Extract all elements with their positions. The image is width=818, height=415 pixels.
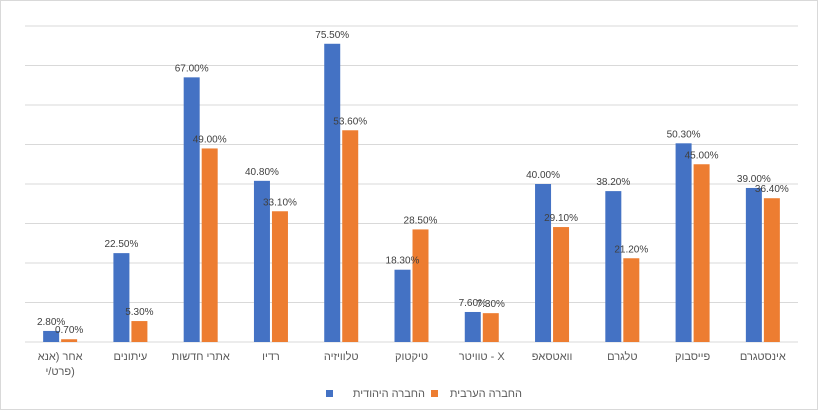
data-label: 21.20% <box>614 244 648 255</box>
bar-arab-9 <box>131 321 148 342</box>
bar-jewish-7 <box>253 180 270 342</box>
legend-label: החברה היהודית <box>353 388 425 400</box>
bar-jewish-10 <box>43 330 60 342</box>
bar-arab-4 <box>482 313 499 342</box>
bar-jewish-8 <box>183 77 200 342</box>
bar-arab-0 <box>763 198 780 342</box>
data-label: 39.00% <box>737 174 771 185</box>
data-label: 49.00% <box>193 134 227 145</box>
bars <box>43 43 780 343</box>
legend-swatch-jewish <box>326 390 333 397</box>
category-label: טיקטוק <box>395 351 428 363</box>
data-label: 18.30% <box>386 256 420 267</box>
data-label: 0.70% <box>55 325 83 336</box>
bar-jewish-0 <box>745 187 762 342</box>
category-label: עיתונים <box>113 351 147 363</box>
bar-arab-5 <box>412 229 429 342</box>
bar-arab-2 <box>623 258 640 342</box>
bar-jewish-9 <box>113 253 130 342</box>
bar-jewish-2 <box>605 191 622 342</box>
category-label: פרט/י) <box>45 366 74 378</box>
data-label: 28.50% <box>404 215 438 226</box>
data-label: 38.20% <box>596 177 630 188</box>
data-label: 40.00% <box>526 170 560 181</box>
data-labels: 39.00%36.40% 50.30% 45.00% 38.20% 21.20% 40.0… <box>37 30 789 336</box>
category-label: רדיו <box>262 351 280 363</box>
gridlines <box>25 25 798 343</box>
bar-jewish-6 <box>324 43 341 343</box>
legend: החברה היהודית החברה הערבית <box>326 388 522 400</box>
category-labels: אינסטגרם פייסבוק טלגרם וואטסאפ טוויטר - X טיק… <box>38 350 786 378</box>
bar-arab-8 <box>201 148 218 342</box>
data-label: 53.60% <box>333 116 367 127</box>
data-label: 67.00% <box>175 63 209 74</box>
data-label: 36.40% <box>755 184 789 195</box>
bar-arab-10 <box>61 339 78 342</box>
bar-jewish-3 <box>535 184 552 342</box>
bar-jewish-5 <box>394 269 411 342</box>
category-label: פייסבוק <box>675 351 711 363</box>
legend-swatch-arab <box>431 390 438 397</box>
data-label: 75.50% <box>315 30 349 41</box>
data-label: 7.30% <box>477 299 505 310</box>
category-label: טוויטר - X <box>459 351 506 363</box>
data-label: 45.00% <box>685 150 719 161</box>
bar-arab-1 <box>693 164 710 342</box>
legend-label: החברה הערבית <box>450 388 522 400</box>
data-label: 5.30% <box>125 307 153 318</box>
data-label: 7.60% <box>459 298 487 309</box>
data-label: 33.10% <box>263 197 297 208</box>
category-label: אחר (אנא <box>38 351 83 363</box>
bar-arab-3 <box>553 227 570 342</box>
category-label: אתרי חדשות <box>172 351 230 363</box>
data-label: 40.80% <box>245 167 279 178</box>
bar-arab-7 <box>271 211 288 342</box>
category-label: טלגרם <box>607 350 637 363</box>
bar-jewish-4 <box>464 311 481 342</box>
category-label: אינסטגרם <box>740 351 786 363</box>
bar-arab-6 <box>342 130 359 342</box>
data-label: 29.10% <box>544 213 578 224</box>
category-label: טלוויזיה <box>324 350 359 363</box>
bar-jewish-1 <box>675 143 692 342</box>
data-label: 50.30% <box>667 129 701 140</box>
data-label: 2.80% <box>37 317 65 328</box>
category-label: וואטסאפ <box>532 351 573 363</box>
data-label: 22.50% <box>104 239 138 250</box>
